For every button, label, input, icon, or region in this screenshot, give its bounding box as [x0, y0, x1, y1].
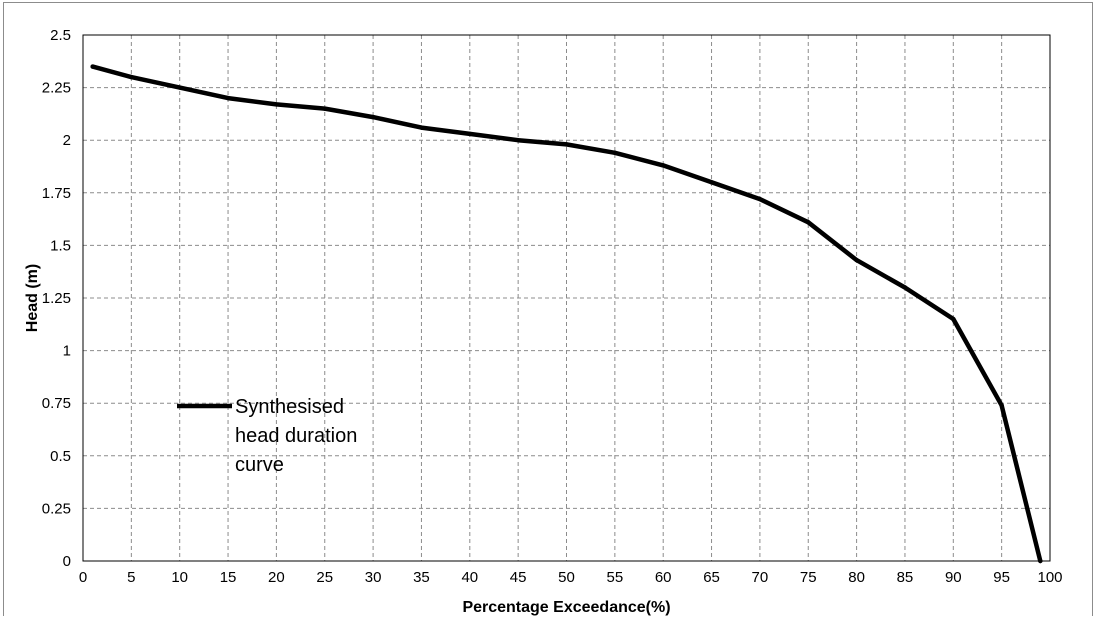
legend-label-line-1: Synthesised [235, 396, 344, 418]
data-point [999, 403, 1004, 408]
series [90, 64, 1043, 564]
y-tick-label: 1.75 [42, 185, 71, 202]
legend-label-line-3: curve [235, 454, 284, 476]
plot-area-border [82, 34, 1051, 562]
y-tick-label: 0.75 [42, 395, 71, 412]
y-tick-label: 1.25 [42, 290, 71, 307]
y-tick-label: 2.25 [42, 80, 71, 97]
legend: Synthesised head duration curve [177, 396, 357, 476]
x-tick-label: 20 [268, 569, 285, 586]
data-point [854, 257, 859, 263]
y-axis-title: Head (m) [24, 264, 41, 332]
data-point [515, 138, 521, 143]
x-tick-label: 45 [510, 569, 527, 586]
chart-frame [3, 2, 1093, 616]
legend-label-line-2: head duration [235, 425, 357, 447]
data-point [951, 316, 956, 322]
data-point [806, 220, 811, 225]
data-point [370, 114, 376, 120]
data-point [177, 85, 182, 90]
x-tick-label: 5 [127, 569, 135, 586]
data-point [274, 102, 279, 107]
data-point [419, 125, 424, 130]
x-tick-label: 35 [413, 569, 430, 586]
x-tick-label: 60 [655, 569, 672, 586]
data-point [129, 74, 134, 80]
data-point [757, 196, 763, 202]
y-axis-ticks: 0 0.25 0.5 0.75 1 1.25 1.5 1.75 2 2.25 2.5 [42, 27, 71, 570]
y-tick-label: 2 [63, 132, 71, 149]
data-point [322, 106, 327, 111]
data-point [661, 163, 666, 168]
data-point [467, 131, 472, 137]
x-tick-label: 80 [848, 569, 865, 586]
x-tick-label: 40 [461, 569, 478, 586]
data-point [564, 142, 569, 147]
x-tick-label: 70 [752, 569, 769, 586]
data-point [225, 95, 231, 101]
x-tick-label: 85 [897, 569, 914, 586]
grid [83, 35, 1050, 561]
y-tick-label: 1 [63, 343, 71, 360]
x-tick-label: 100 [1037, 569, 1062, 586]
x-tick-label: 30 [365, 569, 382, 586]
data-point [612, 150, 618, 156]
x-tick-label: 0 [79, 569, 87, 586]
x-tick-label: 75 [800, 569, 817, 586]
x-tick-label: 65 [703, 569, 720, 586]
x-tick-label: 50 [558, 569, 575, 586]
x-tick-label: 25 [316, 569, 333, 586]
x-tick-label: 55 [607, 569, 624, 586]
data-point [709, 180, 714, 185]
data-point [90, 64, 95, 69]
y-tick-label: 0 [63, 553, 71, 570]
x-tick-label: 95 [993, 569, 1010, 586]
data-point [902, 285, 908, 290]
data-point [1038, 558, 1043, 564]
y-tick-label: 1.5 [50, 237, 71, 254]
y-tick-label: 0.5 [50, 448, 71, 465]
y-tick-label: 2.5 [50, 27, 71, 44]
x-tick-label: 10 [171, 569, 188, 586]
x-axis-ticks: 0 5 10 15 20 25 30 35 40 45 50 55 60 65 70 75 80 85 90 95 10… [79, 569, 1063, 586]
y-tick-label: 0.25 [42, 500, 71, 517]
x-tick-label: 15 [220, 569, 237, 586]
x-tick-label: 90 [945, 569, 962, 586]
x-axis-title: Percentage Exceedance(%) [462, 599, 670, 616]
